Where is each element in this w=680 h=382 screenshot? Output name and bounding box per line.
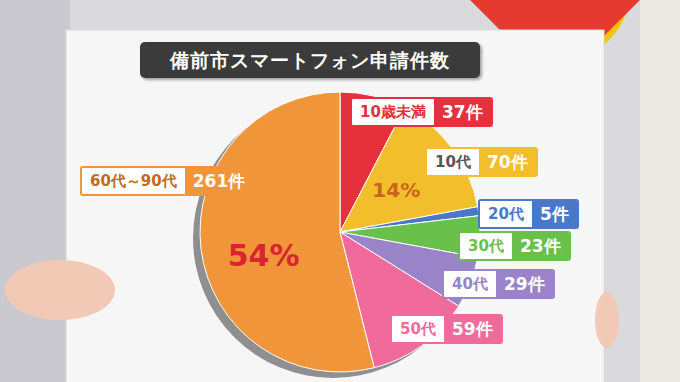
- percentage-label: 54%: [228, 238, 300, 273]
- category-label: 10歳未満: [352, 99, 434, 125]
- chart-title: 備前市スマートフォン申請件数: [140, 42, 480, 78]
- value-label: 37件: [434, 99, 491, 125]
- hand-right: [595, 292, 619, 348]
- label-box: 30代23件: [458, 231, 571, 261]
- slices: [200, 92, 480, 372]
- presenter: [0, 0, 70, 382]
- category-label: 30代: [460, 233, 512, 259]
- value-label: 29件: [496, 271, 553, 297]
- label-box: 10歳未満37件: [350, 97, 493, 127]
- category-label: 50代: [392, 316, 444, 342]
- label-box: 50代59件: [390, 314, 503, 344]
- category-label: 60代～90代: [82, 168, 185, 194]
- label-box: 10代70件: [425, 147, 538, 177]
- value-label: 23件: [512, 233, 569, 259]
- decor-right: [640, 0, 680, 382]
- hand-left: [5, 260, 115, 320]
- value-label: 70件: [479, 149, 536, 175]
- value-label: 261件: [185, 168, 254, 194]
- label-box: 40代29件: [442, 269, 555, 299]
- label-box: 20代5件: [478, 199, 579, 229]
- label-box: 60代～90代261件: [80, 166, 255, 196]
- value-label: 5件: [532, 201, 577, 227]
- category-label: 20代: [480, 201, 532, 227]
- category-label: 10代: [427, 149, 479, 175]
- percentage-label: 14%: [372, 178, 420, 202]
- value-label: 59件: [444, 316, 501, 342]
- pie-slice: [200, 92, 374, 372]
- category-label: 40代: [444, 271, 496, 297]
- stage: 備前市スマートフォン申請件数10歳未満37件10代70件20代5件30代23件4…: [0, 0, 680, 382]
- board: [66, 30, 604, 382]
